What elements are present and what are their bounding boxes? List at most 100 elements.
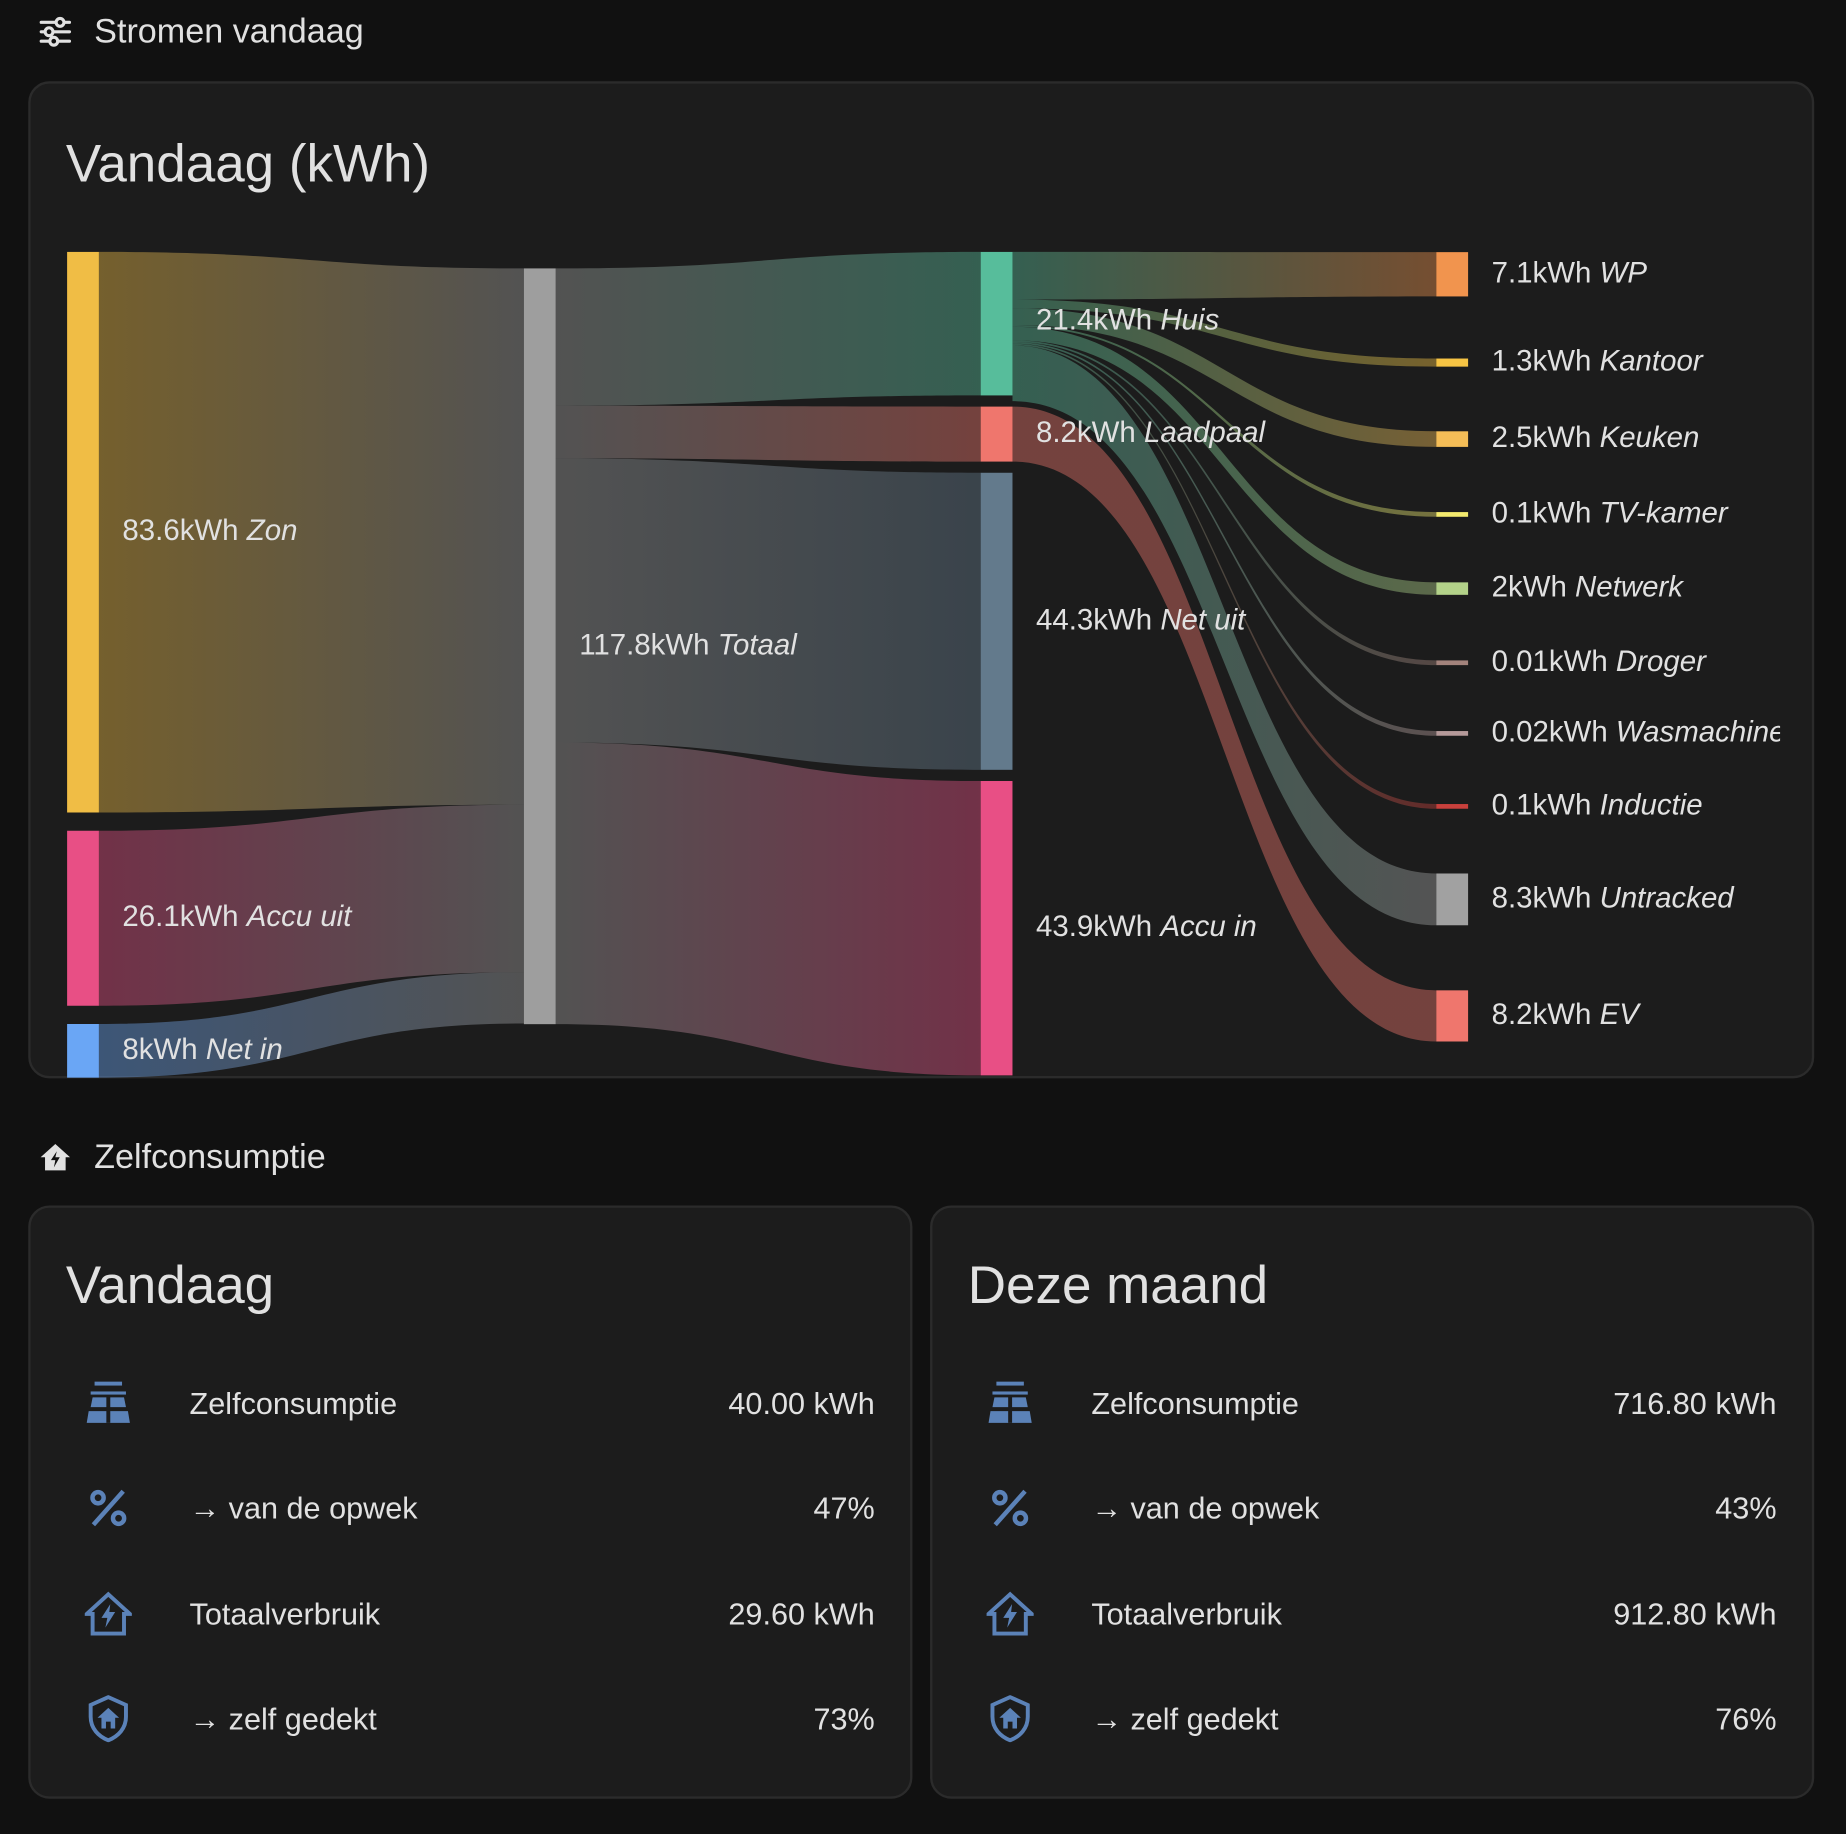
sankey-node-accu_in[interactable] [980, 781, 1013, 1076]
entity-row-self-consumption[interactable]: Zelfconsumptie 40.00 kWh [31, 1368, 910, 1439]
node-value: 21.4kWh [1036, 303, 1152, 336]
node-label: Droger [1616, 645, 1707, 678]
sankey-node-wp[interactable] [1436, 252, 1469, 297]
entity-row-self-covered[interactable]: → zelf gedekt 73% [31, 1683, 910, 1754]
entity-row-self-covered[interactable]: → zelf gedekt 76% [932, 1683, 1811, 1754]
sankey-node-tvkamer[interactable] [1436, 512, 1469, 517]
row-value: 912.80 kWh [1613, 1595, 1777, 1632]
sankey-node-net_in[interactable] [67, 1024, 99, 1078]
sankey-node-inductie[interactable] [1436, 804, 1469, 809]
node-label: EV [1600, 998, 1642, 1031]
node-value: 26.1kWh [122, 900, 238, 933]
sankey-label-droger: 0.01kWh Droger [1492, 645, 1707, 678]
node-label: Net in [206, 1033, 283, 1066]
sankey-link-huis-wp [1012, 251, 1437, 300]
node-value: 8.2kWh [1492, 998, 1592, 1031]
node-value: 0.02kWh [1492, 715, 1608, 748]
row-label: → van de opwek [1091, 1489, 1320, 1526]
node-value: 0.1kWh [1492, 788, 1592, 821]
node-value: 44.3kWh [1036, 603, 1152, 636]
energy-sankey-card: Vandaag (kWh) 83.6kWh Zon 26.1kWh Accu ui… [28, 81, 1815, 1079]
node-label: Net uit [1160, 603, 1247, 636]
entity-row-production-share[interactable]: → van de opwek 43% [932, 1473, 1811, 1544]
sankey-node-wasmachine[interactable] [1436, 731, 1469, 736]
sankey-label-inductie: 0.1kWh Inductie [1492, 788, 1703, 821]
sankey-node-accu_uit[interactable] [67, 830, 99, 1006]
home-lightning-icon [82, 1588, 134, 1640]
node-label: Inductie [1600, 788, 1703, 821]
node-value: 8.2kWh [1036, 416, 1136, 449]
node-label: Kantoor [1600, 344, 1704, 377]
sankey-label-laadpaal: 8.2kWh Laadpaal [1036, 416, 1266, 449]
sankey-link-huis-inductie [1012, 343, 1437, 809]
row-value: 76% [1715, 1700, 1777, 1736]
row-label: → zelf gedekt [1091, 1700, 1279, 1736]
sankey-node-zon[interactable] [67, 251, 99, 813]
node-label: TV-kamer [1600, 496, 1729, 529]
sankey-label-wp: 7.1kWh WP [1492, 256, 1648, 289]
row-label: Totaalverbruik [189, 1595, 381, 1632]
sankey-link-totaal-accu_in [555, 742, 981, 1076]
sankey-node-droger[interactable] [1436, 660, 1469, 666]
row-value: 43% [1715, 1489, 1777, 1526]
node-label: Keuken [1600, 421, 1700, 454]
section-header-self-consumption: Zelfconsumptie [35, 1137, 326, 1177]
sankey-node-ev[interactable] [1436, 990, 1469, 1042]
node-label: Laadpaal [1144, 416, 1267, 449]
home-lightning-icon [984, 1588, 1036, 1640]
sankey-node-net_uit[interactable] [980, 472, 1013, 770]
sankey-label-tvkamer: 0.1kWh TV-kamer [1492, 496, 1729, 529]
sankey-link-huis-untracked [1012, 345, 1437, 926]
node-value: 2kWh [1492, 570, 1567, 603]
entity-row-self-consumption[interactable]: Zelfconsumptie 716.80 kWh [932, 1368, 1811, 1439]
sankey-node-laadpaal[interactable] [980, 406, 1013, 462]
entity-row-total-consumption[interactable]: Totaalverbruik 29.60 kWh [31, 1579, 910, 1650]
row-label: → zelf gedekt [189, 1700, 377, 1736]
sankey-label-huis: 21.4kWh Huis [1036, 303, 1219, 336]
sankey-chart: 83.6kWh Zon 26.1kWh Accu uit 8kWh Net in 11… [67, 251, 1780, 1078]
sankey-label-zon: 83.6kWh Zon [122, 514, 297, 547]
sankey-node-keuken[interactable] [1436, 431, 1469, 447]
percent-icon [984, 1482, 1036, 1534]
node-label: Huis [1160, 303, 1219, 336]
sankey-link-net_in-totaal [98, 972, 524, 1078]
card-title: Vandaag (kWh) [65, 133, 431, 194]
sankey-label-ev: 8.2kWh EV [1492, 998, 1642, 1031]
row-label: Totaalverbruik [1091, 1595, 1282, 1632]
row-label: → van de opwek [189, 1489, 418, 1526]
card-title: Deze maand [967, 1254, 1269, 1315]
sankey-link-huis-tvkamer [1012, 325, 1437, 517]
sankey-link-huis-keuken [1012, 308, 1437, 447]
sankey-node-kantoor[interactable] [1436, 358, 1469, 367]
node-value: 8.3kWh [1492, 881, 1592, 914]
entity-row-total-consumption[interactable]: Totaalverbruik 912.80 kWh [932, 1579, 1811, 1650]
home-lightning-icon [35, 1137, 75, 1177]
row-label: Zelfconsumptie [189, 1384, 398, 1421]
self-consumption-today-card: Vandaag Zelfconsumptie 40.00 kWh → van d… [28, 1205, 913, 1799]
node-label: WP [1600, 256, 1648, 289]
section-title: Zelfconsumptie [94, 1137, 326, 1176]
sankey-label-accu_uit: 26.1kWh Accu uit [122, 900, 353, 933]
node-value: 0.1kWh [1492, 496, 1592, 529]
shield-home-icon [984, 1693, 1036, 1745]
sankey-label-totaal: 117.8kWh Totaal [579, 628, 798, 661]
percent-icon [82, 1482, 134, 1534]
sankey-node-netwerk[interactable] [1436, 582, 1469, 595]
sankey-link-huis-wasmachine [1012, 341, 1437, 736]
entity-row-production-share[interactable]: → van de opwek 47% [31, 1473, 910, 1544]
node-value: 8kWh [122, 1033, 197, 1066]
node-value: 1.3kWh [1492, 344, 1592, 377]
sankey-node-huis[interactable] [980, 251, 1013, 396]
sankey-label-kantoor: 1.3kWh Kantoor [1492, 344, 1704, 377]
row-value: 73% [813, 1700, 875, 1736]
node-value: 0.01kWh [1492, 645, 1608, 678]
sankey-link-zon-totaal [98, 251, 524, 813]
sankey-node-untracked[interactable] [1436, 873, 1469, 926]
card-title: Vandaag [65, 1254, 275, 1315]
sankey-label-netwerk: 2kWh Netwerk [1492, 570, 1685, 603]
node-value: 7.1kWh [1492, 256, 1592, 289]
sankey-link-totaal-huis [555, 251, 981, 406]
sankey-node-totaal[interactable] [523, 268, 556, 1025]
row-label: Zelfconsumptie [1091, 1384, 1299, 1421]
sankey-label-accu_in: 43.9kWh Accu in [1036, 910, 1257, 943]
